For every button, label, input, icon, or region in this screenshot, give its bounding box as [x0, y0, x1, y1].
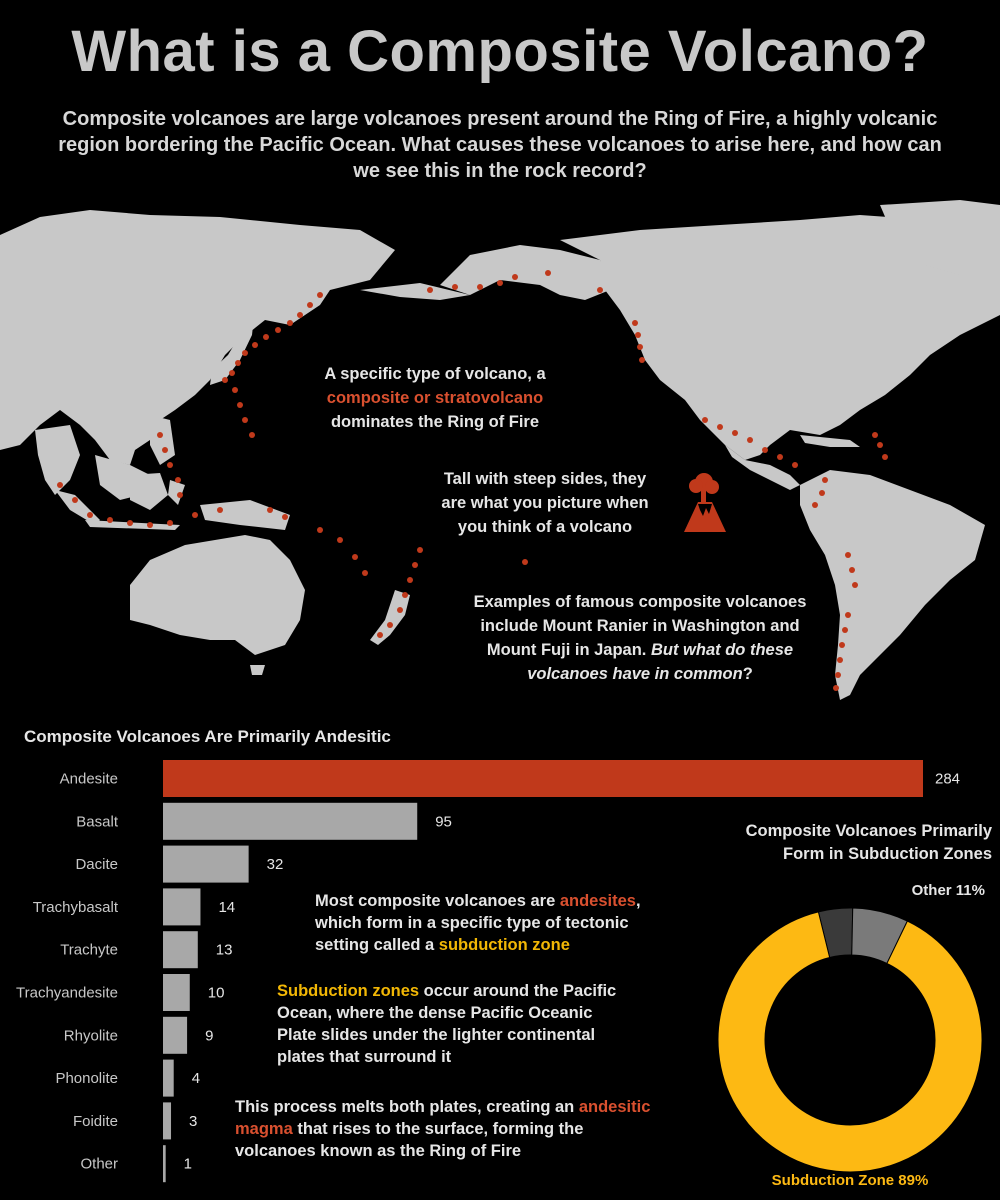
landmass-japan [210, 307, 255, 385]
explain-subduction: Subduction zones occur around the Pacifi… [277, 982, 617, 1066]
bar-category-label: Andesite [60, 771, 118, 788]
bar-chart-title: Composite Volcanoes Are Primarily Andesi… [24, 727, 391, 746]
bar-category-label: Trachyandesite [16, 985, 118, 1002]
bar [163, 1059, 174, 1097]
donut-chart: Other 11% Subduction Zone 89% [717, 882, 985, 1189]
bar-value-label: 284 [935, 771, 960, 788]
bar-value-label: 3 [189, 1113, 197, 1130]
bar-category-label: Rhyolite [64, 1027, 118, 1044]
map-callout-composite: A specific type of volcano, a composite … [324, 365, 546, 431]
bar-chart: Andesite 284 Basalt 95 Dacite 32 Trachybasalt 1… [16, 760, 960, 1183]
bar-value-label: 95 [435, 813, 452, 830]
bar [163, 888, 201, 926]
bar-category-label: Foidite [73, 1113, 118, 1130]
landmass-aleutians [360, 283, 470, 300]
bar [163, 760, 923, 797]
bar [163, 931, 198, 969]
bar [163, 974, 190, 1011]
landmass-sumatra [55, 490, 100, 525]
donut-label-subduction: Subduction Zone 89% [772, 1172, 929, 1189]
volcano-icon [684, 473, 726, 532]
landmass-cuba [800, 435, 860, 447]
explain-magma: This process melts both plates, creating… [235, 1098, 651, 1160]
bar-value-label: 4 [192, 1070, 200, 1087]
explain-andesites: Most composite volcanoes are andesites, … [315, 892, 641, 954]
bar-category-label: Phonolite [55, 1070, 118, 1087]
landmass-tasmania [250, 665, 265, 675]
bar-category-label: Dacite [75, 856, 118, 873]
intro-text: Composite volcanoes are large volcanoes … [58, 108, 942, 182]
world-map [0, 200, 1000, 700]
donut-slice-subduction [717, 911, 983, 1173]
landmass-india [35, 425, 80, 495]
volcano-markers [57, 270, 888, 691]
donut-label-other: Other 11% [912, 882, 985, 899]
bar [163, 1102, 172, 1140]
map-callout-examples: Examples of famous composite volcanoes i… [473, 593, 807, 683]
landmass-new-guinea [200, 500, 290, 530]
landmass-australia [130, 535, 305, 655]
landmass-new-zealand [370, 590, 410, 645]
landmass-kamchatka [295, 270, 330, 305]
landmass-philippines [150, 415, 175, 465]
bar-value-label: 14 [218, 899, 235, 916]
page-title: What is a Composite Volcano? [71, 19, 929, 84]
bar-value-label: 10 [208, 985, 225, 1002]
map-callout-shape: Tall with steep sides, they are what you… [441, 470, 649, 536]
bar-category-label: Trachybasalt [33, 899, 119, 916]
donut-chart-title: Composite Volcanoes Primarily Form in Su… [745, 822, 992, 863]
bar-value-label: 9 [205, 1027, 213, 1044]
landmass-borneo [130, 473, 168, 510]
landmass-asia [0, 210, 395, 465]
bar [163, 845, 249, 883]
bar [163, 802, 418, 840]
bar [163, 1145, 166, 1183]
bar-category-label: Trachyte [60, 942, 118, 959]
bar [163, 1016, 188, 1054]
landmass-south-america [800, 470, 985, 700]
landmass-alaska [440, 245, 610, 300]
landmass-central-america [725, 445, 800, 490]
bar-category-label: Other [80, 1156, 118, 1173]
landmass-north-america [560, 215, 1000, 460]
landmass-greenland [880, 200, 1000, 275]
bar-value-label: 32 [267, 856, 284, 873]
bar-category-label: Basalt [76, 813, 119, 830]
landmass-sulawesi [168, 480, 185, 505]
bar-value-label: 13 [216, 942, 233, 959]
bar-value-label: 1 [184, 1156, 192, 1173]
landmasses [0, 200, 1000, 700]
